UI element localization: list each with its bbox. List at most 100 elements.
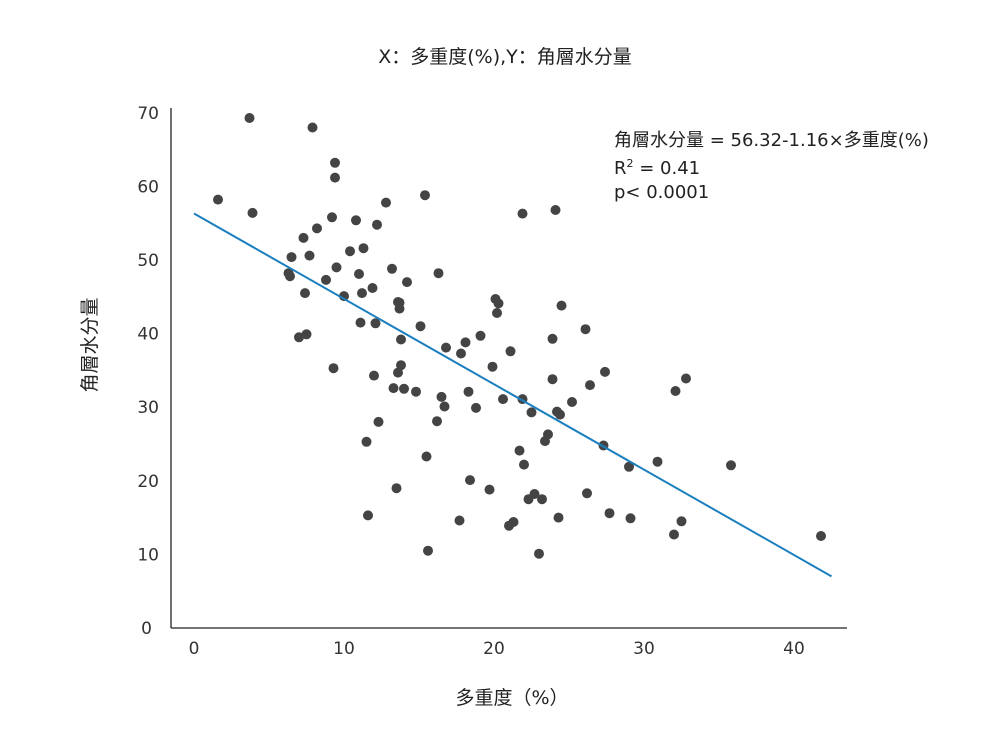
data-point [244,113,255,123]
data-point [454,515,465,526]
data-point [328,363,339,374]
data-point [537,494,547,505]
data-point [492,308,502,318]
data-point [247,207,258,218]
data-point [351,215,361,226]
data-point [526,407,537,418]
data-point [307,122,318,133]
data-point [580,324,591,335]
x-tick-label: 40 [783,639,805,659]
data-point [463,386,474,397]
data-point [391,483,402,494]
data-point [505,346,516,357]
data-point [625,513,636,524]
data-point [394,297,405,308]
data-point [369,370,379,381]
data-point [339,291,349,302]
data-point [600,366,610,377]
data-point [381,197,391,208]
data-point [298,232,309,243]
data-point [582,488,592,499]
data-point [456,348,466,359]
data-point [423,545,433,556]
x-tick-label: 0 [189,639,200,659]
data-point [441,342,451,353]
y-tick-label: 20 [137,472,159,492]
data-point [514,445,525,456]
y-tick-label: 50 [137,251,159,271]
r-squared-symbol: R [614,158,627,179]
data-point [304,250,315,261]
data-point [330,172,340,183]
r-squared-value: = 0.41 [634,158,701,179]
data-point [433,268,444,279]
y-tick-label: 60 [137,177,159,197]
data-point [388,383,399,394]
data-point [358,243,369,254]
data-point [726,460,736,471]
data-point [301,329,312,340]
regression-equation: 角層水分量 = 56.32-1.16×多重度(%) [614,130,929,151]
data-point [286,252,297,263]
data-point [330,157,340,168]
data-point [439,401,450,412]
y-axis-title: 角層水分量 [79,297,101,392]
data-point [399,383,409,394]
plot-area: 0 10 20 30 40 50 60 70 0 10 20 30 40 [137,104,847,659]
data-point [517,208,528,219]
data-point [816,531,826,541]
r-squared-exponent: 2 [627,157,634,170]
data-point [372,219,382,230]
y-tick-label: 10 [137,545,159,565]
data-point [387,263,397,274]
data-point [285,271,295,282]
r-squared: R2 = 0.41 [614,157,700,179]
data-point [432,416,442,427]
data-point [556,300,567,311]
data-point [508,517,519,527]
data-point [294,332,304,343]
y-tick-label: 0 [141,619,152,639]
data-point [312,223,322,234]
data-point [550,205,561,215]
x-tick-label: 10 [333,639,355,659]
data-point [415,321,426,332]
data-point [681,373,691,384]
data-point [327,212,337,223]
data-point [484,484,495,495]
regression-line [193,212,832,578]
data-point [624,461,634,472]
x-tick-label: 30 [633,639,655,659]
data-point [331,262,342,273]
data-point [396,334,406,345]
y-tick-label: 70 [137,104,159,124]
data-point [373,416,384,427]
data-point [555,409,565,420]
data-point [420,190,430,201]
data-point [402,277,412,288]
data-point [585,380,595,391]
data-point [300,288,310,299]
data-point [357,288,367,299]
data-point [547,374,558,385]
data-point [411,386,421,397]
data-point [493,298,504,309]
y-tick-label: 30 [137,398,159,418]
data-point [475,330,486,341]
data-point [676,516,687,527]
chart-title: X：多重度(%),Y：角層水分量 [378,46,632,68]
data-point [345,246,355,257]
data-point [669,529,679,540]
data-point [354,269,364,279]
data-point [498,394,508,405]
data-point [519,459,529,470]
data-point [543,429,553,440]
data-point [421,451,432,462]
data-point [670,386,681,396]
data-point [355,317,366,328]
data-points [213,113,826,559]
data-point [213,194,223,205]
data-point [321,274,331,285]
x-axis-title: 多重度（%） [455,687,568,709]
